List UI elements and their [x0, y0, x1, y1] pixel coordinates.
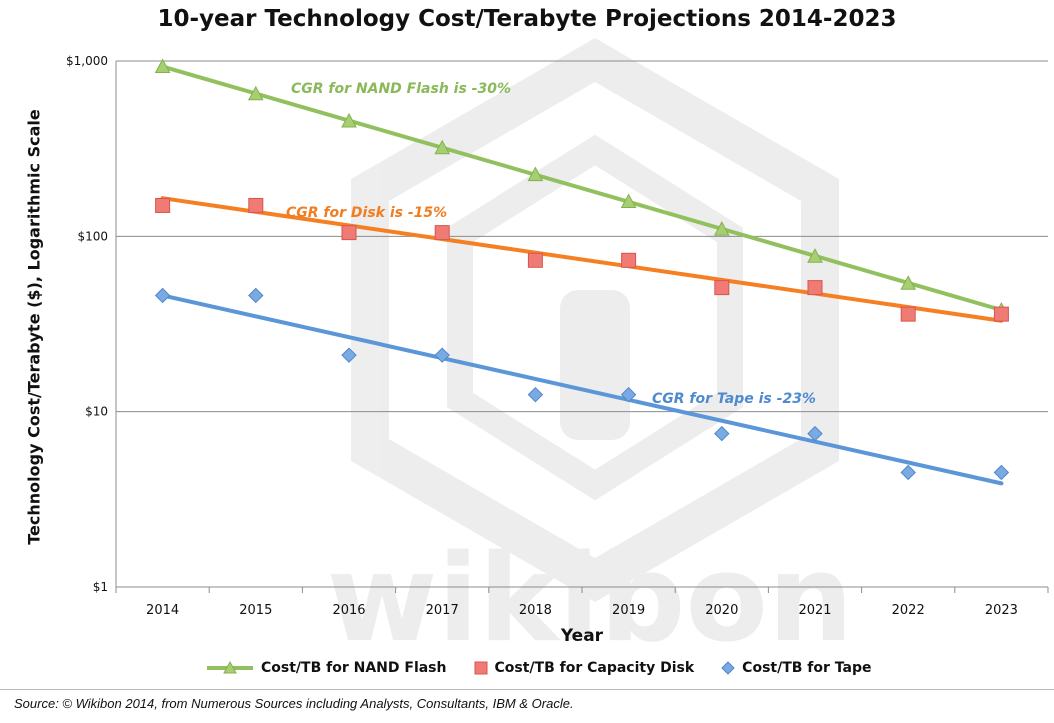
source-divider	[0, 689, 1054, 690]
point-tape-2023	[993, 464, 1010, 481]
annotation-tape: CGR for Tape is -23%	[652, 391, 816, 407]
point-nand-2015	[247, 85, 264, 101]
y-tick-label: $1,000	[66, 54, 108, 68]
point-disk-2017	[434, 225, 450, 241]
point-disk-2015	[248, 197, 264, 213]
annotation-disk: CGR for Disk is -15%	[286, 205, 447, 221]
point-tape-2021	[807, 425, 823, 442]
point-nand-2020	[713, 221, 730, 236]
x-tick-label: 2017	[426, 603, 459, 618]
trendline-tape	[160, 293, 1004, 486]
legend-label-tape: Cost/TB for Tape	[742, 660, 872, 676]
point-disk-2019	[621, 252, 637, 268]
point-nand-2017	[434, 139, 451, 155]
point-nand-2018	[527, 166, 544, 182]
x-tick-label: 2015	[239, 603, 272, 618]
point-nand-2021	[807, 248, 823, 263]
source-note: Source: © Wikibon 2014, from Numerous So…	[14, 696, 574, 711]
point-disk-2023	[993, 306, 1009, 322]
y-tick-labels: $1 $10 $100 $1,000	[66, 54, 108, 594]
point-disk-2016	[341, 225, 357, 241]
trendlines	[160, 64, 1004, 486]
grid-lines	[115, 60, 1049, 593]
x-tick-label: 2019	[612, 603, 645, 618]
point-nand-2019	[620, 193, 637, 209]
y-tick-label: $100	[77, 229, 108, 243]
legend-item-disk: Cost/TB for Capacity Disk	[473, 660, 695, 676]
point-tape-2016	[341, 347, 357, 363]
y-tick-label: $10	[85, 405, 108, 419]
legend-triangle-icon	[207, 661, 253, 674]
y-tick-label: $1	[93, 580, 108, 594]
trendline-disk	[160, 196, 1004, 323]
x-tick-label: 2021	[798, 603, 831, 618]
x-tick-label: 2016	[332, 603, 365, 618]
x-tick-label: 2018	[519, 603, 552, 618]
trendline-nand	[160, 64, 1004, 313]
legend-square-icon	[474, 661, 487, 675]
point-nand-2016	[341, 112, 357, 128]
point-disk-2014	[155, 197, 171, 213]
chart-title: 10-year Technology Cost/Terabyte Project…	[157, 6, 897, 32]
legend-item-nand: Cost/TB for NAND Flash	[205, 660, 447, 676]
point-disk-2018	[527, 252, 543, 268]
x-tick-label: 2020	[705, 603, 738, 618]
legend-label-disk: Cost/TB for Capacity Disk	[494, 660, 695, 676]
x-axis-label: Year	[560, 626, 604, 646]
legend-label-nand: Cost/TB for NAND Flash	[261, 660, 447, 676]
legend-item-tape: Cost/TB for Tape	[720, 660, 872, 676]
point-disk-2021	[807, 280, 823, 296]
annotation-nand: CGR for NAND Flash is -30%	[291, 81, 511, 97]
data-points	[154, 58, 1010, 481]
point-tape-2019	[620, 386, 637, 403]
x-tick-labels: 2014 2015 2016 2017 2018 2019 2020 2021 2022 2023	[146, 603, 1018, 618]
legend: Cost/TB for NAND Flash Cost/TB for Capac…	[205, 660, 872, 676]
point-disk-2022	[900, 306, 916, 322]
annotations: CGR for NAND Flash is -30% CGR for Disk i…	[286, 81, 816, 407]
point-tape-2015	[248, 287, 264, 304]
point-tape-2022	[900, 464, 916, 481]
point-tape-2014	[154, 287, 171, 304]
point-disk-2020	[714, 280, 730, 296]
x-tick-label: 2014	[146, 603, 179, 618]
point-tape-2018	[527, 386, 544, 403]
x-tick-label: 2023	[985, 603, 1018, 618]
plot-area: $1 $10 $100 $1,000 2014 2015 2016 2017 2018 2019…	[66, 54, 1049, 618]
point-tape-2017	[434, 347, 450, 363]
x-tick-label: 2022	[892, 603, 925, 618]
point-nand-2022	[900, 275, 917, 290]
legend-diamond-icon	[721, 661, 735, 675]
point-tape-2020	[714, 425, 730, 442]
point-nand-2014	[154, 58, 171, 74]
